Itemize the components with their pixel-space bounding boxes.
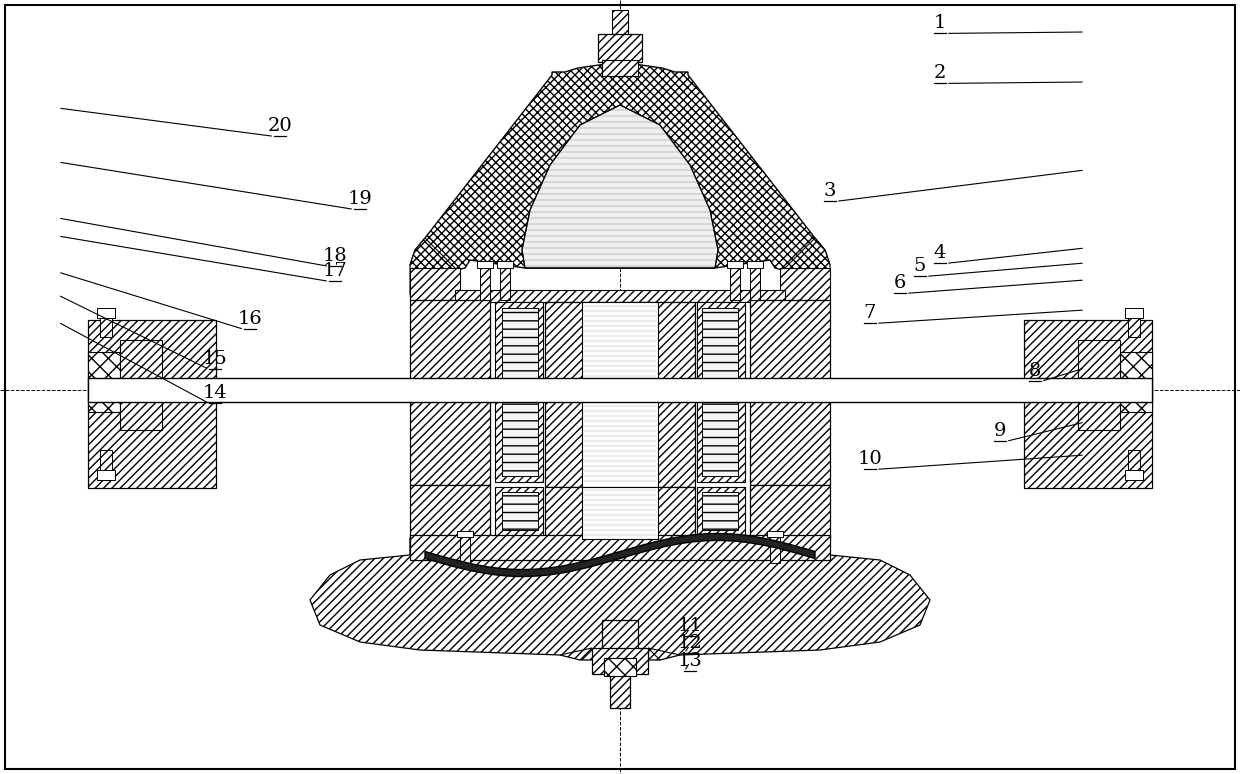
Bar xyxy=(88,378,1152,402)
Text: 1: 1 xyxy=(934,14,946,32)
Text: 20: 20 xyxy=(268,117,293,135)
Bar xyxy=(750,265,760,300)
Bar xyxy=(458,531,472,537)
Bar xyxy=(598,34,642,62)
Text: 5: 5 xyxy=(914,257,926,275)
Bar xyxy=(88,320,216,488)
Bar xyxy=(1078,340,1120,430)
Bar xyxy=(613,10,627,35)
Text: 3: 3 xyxy=(823,182,836,200)
Text: 2: 2 xyxy=(934,64,946,82)
Bar xyxy=(477,261,494,268)
Bar xyxy=(480,265,490,300)
Bar xyxy=(502,308,538,388)
Bar xyxy=(582,302,658,487)
Text: 6: 6 xyxy=(894,274,906,292)
Text: 17: 17 xyxy=(322,262,347,280)
Bar xyxy=(610,673,630,708)
Text: 13: 13 xyxy=(677,652,702,670)
Text: 11: 11 xyxy=(677,617,702,635)
Bar xyxy=(604,658,636,676)
Bar xyxy=(1120,352,1152,412)
Text: 4: 4 xyxy=(934,244,946,262)
Text: 12: 12 xyxy=(677,634,702,652)
Bar xyxy=(546,487,694,539)
Bar xyxy=(410,300,490,485)
Bar xyxy=(746,261,763,268)
Bar xyxy=(702,396,738,476)
Bar xyxy=(1125,470,1143,480)
Bar xyxy=(1128,315,1140,337)
Text: 8: 8 xyxy=(1029,362,1042,380)
Bar xyxy=(601,60,639,76)
Bar xyxy=(591,648,649,674)
Polygon shape xyxy=(425,533,815,577)
Bar xyxy=(97,470,115,480)
Bar xyxy=(460,535,470,563)
Bar xyxy=(500,265,510,300)
Polygon shape xyxy=(410,238,455,295)
Bar xyxy=(495,302,543,482)
Text: 7: 7 xyxy=(864,304,877,322)
Bar xyxy=(410,485,490,540)
Bar xyxy=(1024,320,1152,488)
Bar xyxy=(97,308,115,318)
Bar xyxy=(697,302,745,482)
Text: 19: 19 xyxy=(347,190,372,208)
Text: 16: 16 xyxy=(238,310,263,328)
Bar xyxy=(100,450,112,472)
Bar xyxy=(410,268,460,300)
Bar xyxy=(502,492,538,530)
Bar xyxy=(120,340,162,430)
Bar xyxy=(410,535,830,560)
Bar xyxy=(455,290,785,302)
Bar xyxy=(727,261,743,268)
Bar xyxy=(750,485,830,540)
Text: 18: 18 xyxy=(322,247,347,265)
Polygon shape xyxy=(410,62,830,272)
Bar xyxy=(100,315,112,337)
Bar xyxy=(497,261,513,268)
Bar xyxy=(770,535,780,563)
Bar xyxy=(546,302,694,487)
Bar xyxy=(582,487,658,539)
Bar xyxy=(601,620,639,650)
Bar xyxy=(697,487,745,537)
Polygon shape xyxy=(785,238,830,295)
Polygon shape xyxy=(522,105,718,268)
Bar xyxy=(88,352,120,412)
Bar xyxy=(768,531,782,537)
Bar xyxy=(730,265,740,300)
Text: 9: 9 xyxy=(993,422,1006,440)
Bar xyxy=(750,300,830,485)
Bar xyxy=(780,268,830,300)
Polygon shape xyxy=(310,538,930,660)
Text: 14: 14 xyxy=(202,384,227,402)
Bar xyxy=(702,492,738,530)
Bar xyxy=(502,396,538,476)
Bar xyxy=(495,487,543,537)
Bar xyxy=(702,308,738,388)
Bar xyxy=(1128,450,1140,472)
Bar xyxy=(1125,308,1143,318)
Text: 10: 10 xyxy=(858,450,883,468)
Text: 15: 15 xyxy=(202,350,227,368)
